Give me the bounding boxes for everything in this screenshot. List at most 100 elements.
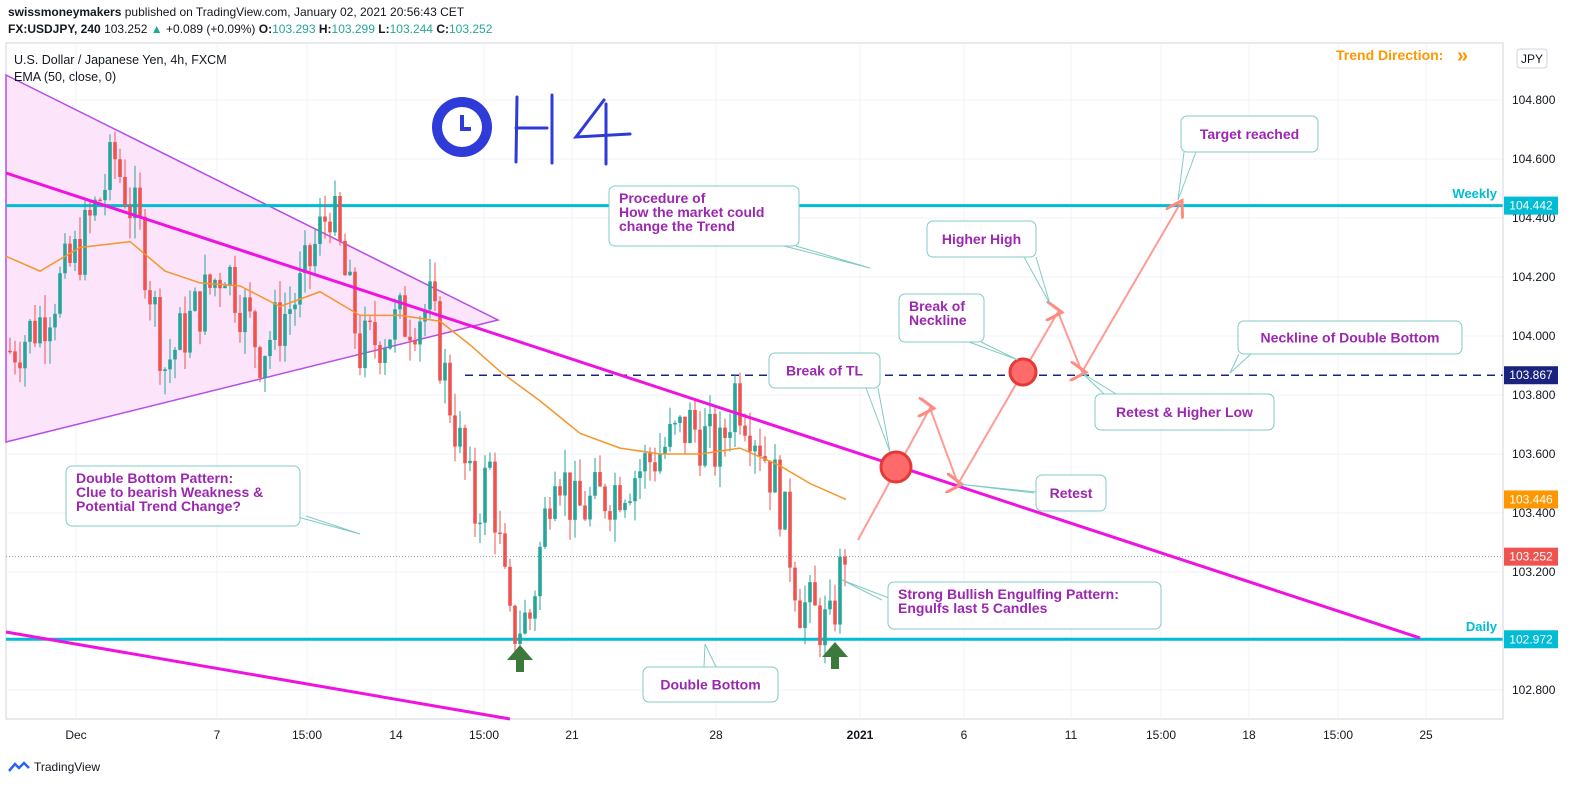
candle-body bbox=[618, 485, 622, 511]
retest-hl-callout: Retest & Higher Low bbox=[1081, 372, 1275, 431]
candle-body bbox=[538, 546, 542, 597]
candle-body bbox=[563, 472, 567, 496]
candle-body bbox=[63, 243, 67, 274]
candle-body bbox=[518, 633, 522, 644]
tl-break-marker bbox=[879, 450, 913, 484]
callout-text: Break of TL bbox=[786, 363, 863, 379]
price-tick-label: 103.800 bbox=[1512, 388, 1556, 402]
candle-body bbox=[658, 453, 662, 472]
candle-body bbox=[473, 460, 477, 524]
close-value: 103.252 bbox=[449, 22, 493, 36]
candle-body bbox=[83, 209, 87, 275]
candle-body bbox=[138, 187, 142, 217]
candle-body bbox=[508, 566, 512, 606]
candle-body bbox=[283, 313, 287, 346]
footer-brand[interactable]: TradingView bbox=[8, 760, 100, 774]
candle-body bbox=[163, 369, 167, 371]
candle-body bbox=[278, 302, 282, 346]
candle-body bbox=[188, 310, 192, 353]
candle-body bbox=[313, 243, 317, 267]
change-up-icon: ▲ bbox=[150, 22, 163, 36]
break-tl-callout: Break of TL bbox=[768, 352, 891, 453]
time-axis[interactable]: Dec 7 15:00 14 15:00 21 28 2021 6 11 15:00 18 15:00 2… bbox=[65, 728, 1433, 742]
callout-text: Higher High bbox=[942, 231, 1021, 247]
high-value: 103.299 bbox=[331, 22, 375, 36]
time-tick-label: 15:00 bbox=[1323, 728, 1353, 742]
candle-body bbox=[653, 462, 657, 472]
candle-body bbox=[293, 304, 297, 310]
tradingview-logo-icon bbox=[8, 761, 30, 772]
candle-body bbox=[333, 196, 337, 233]
price-tick-label: 104.000 bbox=[1512, 329, 1556, 343]
candle-body bbox=[108, 142, 112, 190]
candle-body bbox=[378, 345, 382, 363]
time-tick-label: 15:00 bbox=[469, 728, 499, 742]
candle-body bbox=[153, 297, 157, 305]
candle-body bbox=[488, 461, 492, 468]
candle-body bbox=[478, 522, 482, 525]
candle-body bbox=[118, 159, 122, 177]
candle-body bbox=[778, 459, 782, 530]
price-label-text: 102.972 bbox=[1509, 632, 1553, 646]
candle-body bbox=[318, 216, 322, 244]
candle-body bbox=[368, 320, 372, 323]
candle-body bbox=[173, 349, 177, 360]
candle-body bbox=[263, 356, 267, 378]
candle-body bbox=[48, 327, 52, 342]
price-label-badge bbox=[1504, 366, 1558, 385]
price-axis[interactable]: 104.800104.600104.400104.200104.000103.8… bbox=[1502, 43, 1558, 719]
price-label-text: 103.252 bbox=[1509, 550, 1553, 564]
open-value: 103.293 bbox=[272, 22, 316, 36]
candle-body bbox=[193, 291, 197, 311]
candle-body bbox=[673, 422, 677, 425]
candle-body bbox=[243, 297, 247, 333]
callout-text: Retest bbox=[1050, 485, 1093, 501]
candle-body bbox=[273, 302, 277, 340]
candle-body bbox=[353, 271, 357, 334]
candle-body bbox=[708, 413, 712, 427]
candle-body bbox=[638, 471, 642, 479]
time-tick-label: Dec bbox=[65, 728, 86, 742]
time-tick-label: 6 bbox=[961, 728, 968, 742]
candle-body bbox=[443, 362, 447, 381]
candle-body bbox=[88, 209, 92, 216]
candle-body bbox=[808, 582, 812, 603]
callout-text: Neckline bbox=[909, 312, 967, 328]
candle-body bbox=[158, 297, 162, 371]
callout-text: Retest & Higher Low bbox=[1116, 404, 1253, 420]
price-tick-label: 104.200 bbox=[1512, 270, 1556, 284]
candle-body bbox=[598, 472, 602, 487]
candle-body bbox=[523, 612, 527, 634]
candle-body bbox=[713, 413, 717, 467]
retest-callout: Retest bbox=[957, 474, 1107, 512]
candle-body bbox=[388, 339, 392, 349]
candle-body bbox=[18, 362, 22, 369]
daily-level-label: Daily bbox=[1466, 619, 1498, 634]
candle-body bbox=[38, 317, 42, 344]
candle-body bbox=[718, 427, 722, 467]
lower-channel-line bbox=[5, 630, 511, 721]
candle-body bbox=[843, 556, 847, 565]
currency-box[interactable] bbox=[1516, 48, 1548, 69]
candle-body bbox=[33, 320, 37, 344]
candle-body bbox=[23, 341, 27, 369]
candle-body bbox=[28, 320, 32, 342]
price-label-badge bbox=[1504, 547, 1558, 566]
author-name[interactable]: swissmoneymakers bbox=[8, 5, 122, 19]
time-tick-label: 28 bbox=[709, 728, 723, 742]
callout-text: Engulfs last 5 Candles bbox=[898, 600, 1048, 616]
callout-text: Clue to bearish Weakness & bbox=[76, 484, 263, 500]
candle-body bbox=[223, 285, 227, 289]
candle-body bbox=[78, 239, 82, 275]
candle-body bbox=[373, 321, 377, 346]
price-tick-label: 103.600 bbox=[1512, 447, 1556, 461]
candle-body bbox=[643, 453, 647, 472]
time-tick-label: 21 bbox=[565, 728, 579, 742]
candle-body bbox=[608, 511, 612, 520]
neckline-break-marker bbox=[1008, 357, 1038, 387]
indicator-label[interactable]: EMA (50, close, 0) bbox=[14, 70, 116, 84]
candle-body bbox=[323, 216, 327, 222]
